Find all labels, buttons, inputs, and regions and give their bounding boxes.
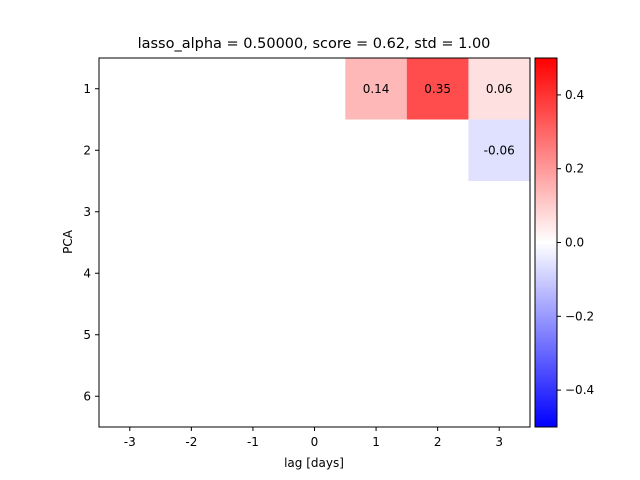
heatmap-cell bbox=[222, 242, 285, 305]
cell-value-label: 0.14 bbox=[363, 82, 390, 96]
colorbar-tick-label: 0.4 bbox=[565, 88, 584, 102]
x-tick-label: -1 bbox=[247, 435, 259, 449]
heatmap-cell bbox=[99, 181, 162, 243]
heatmap-cell bbox=[468, 58, 531, 120]
heatmap-cell bbox=[160, 119, 223, 182]
heatmap-cell bbox=[468, 242, 531, 305]
cell-value-label: 0.06 bbox=[486, 82, 513, 96]
heatmap-cell bbox=[345, 119, 408, 182]
chart-title: lasso_alpha = 0.50000, score = 0.62, std… bbox=[138, 36, 491, 52]
y-axis-label: PCA bbox=[61, 229, 75, 254]
heatmap-cell bbox=[99, 365, 162, 428]
y-axis-ticks: 1 2 3 4 5 6 bbox=[83, 82, 99, 403]
colorbar bbox=[534, 57, 558, 428]
heatmap-cell bbox=[406, 304, 469, 366]
heatmap-cell bbox=[406, 365, 469, 428]
x-axis-ticks: -3 -2 -1 0 1 2 3 bbox=[124, 427, 503, 449]
heatmap-cells bbox=[99, 58, 531, 428]
heatmap-cell bbox=[468, 365, 531, 428]
cell-value-label: -0.06 bbox=[484, 143, 515, 157]
heatmap-cell bbox=[99, 119, 162, 182]
x-tick-label: 0 bbox=[311, 435, 319, 449]
heatmap-cell bbox=[99, 58, 162, 120]
heatmap-cell bbox=[160, 181, 223, 243]
cell-labels: 0.14 0.35 0.06 -0.06 bbox=[363, 82, 515, 158]
cell-value-label: 0.35 bbox=[424, 82, 451, 96]
heatmap-cell bbox=[283, 58, 346, 120]
y-tick-label: 2 bbox=[83, 143, 91, 157]
heatmap-cell bbox=[160, 304, 223, 366]
heatmap-cell bbox=[160, 58, 223, 120]
heatmap-cell bbox=[406, 242, 469, 305]
heatmap-cell bbox=[468, 119, 531, 182]
heatmap-cell bbox=[283, 304, 346, 366]
heatmap-cell bbox=[160, 365, 223, 428]
colorbar-tick-label: −0.4 bbox=[565, 383, 594, 397]
heatmap-cell bbox=[283, 242, 346, 305]
colorbar-tick-label: 0.2 bbox=[565, 162, 584, 176]
colorbar-tick-label: −0.2 bbox=[565, 309, 594, 323]
x-tick-label: -2 bbox=[185, 435, 197, 449]
heatmap-cell bbox=[99, 304, 162, 366]
x-tick-label: 1 bbox=[372, 435, 380, 449]
heatmap-cell bbox=[160, 242, 223, 305]
y-tick-label: 5 bbox=[83, 328, 91, 342]
y-tick-label: 3 bbox=[83, 205, 91, 219]
heatmap-cell bbox=[406, 181, 469, 243]
heatmap-cell bbox=[345, 242, 408, 305]
heatmap-cell bbox=[345, 58, 408, 120]
colorbar-tick-label: 0.0 bbox=[565, 236, 584, 250]
x-tick-label: -3 bbox=[124, 435, 136, 449]
heatmap-cell bbox=[99, 242, 162, 305]
heatmap-cell bbox=[283, 365, 346, 428]
heatmap-cell bbox=[222, 119, 285, 182]
heatmap-cell bbox=[406, 58, 469, 120]
heatmap-cell bbox=[345, 181, 408, 243]
heatmap-cell bbox=[345, 304, 408, 366]
heatmap-cell bbox=[468, 304, 531, 366]
x-tick-label: 2 bbox=[434, 435, 442, 449]
heatmap-cell bbox=[283, 119, 346, 182]
heatmap-cell bbox=[222, 365, 285, 428]
heatmap-cell bbox=[222, 181, 285, 243]
x-tick-label: 3 bbox=[495, 435, 503, 449]
y-tick-label: 1 bbox=[83, 82, 91, 96]
heatmap-cell bbox=[222, 304, 285, 366]
heatmap-cell bbox=[222, 58, 285, 120]
x-axis-label: lag [days] bbox=[284, 456, 344, 470]
heatmap-cell bbox=[345, 365, 408, 428]
y-tick-label: 6 bbox=[83, 389, 91, 403]
heatmap-cell bbox=[283, 181, 346, 243]
heatmap-cell bbox=[468, 181, 531, 243]
heatmap-cell bbox=[406, 119, 469, 182]
colorbar-ticks: −0.4 −0.2 0.0 0.2 0.4 bbox=[557, 88, 594, 397]
y-tick-label: 4 bbox=[83, 266, 91, 280]
